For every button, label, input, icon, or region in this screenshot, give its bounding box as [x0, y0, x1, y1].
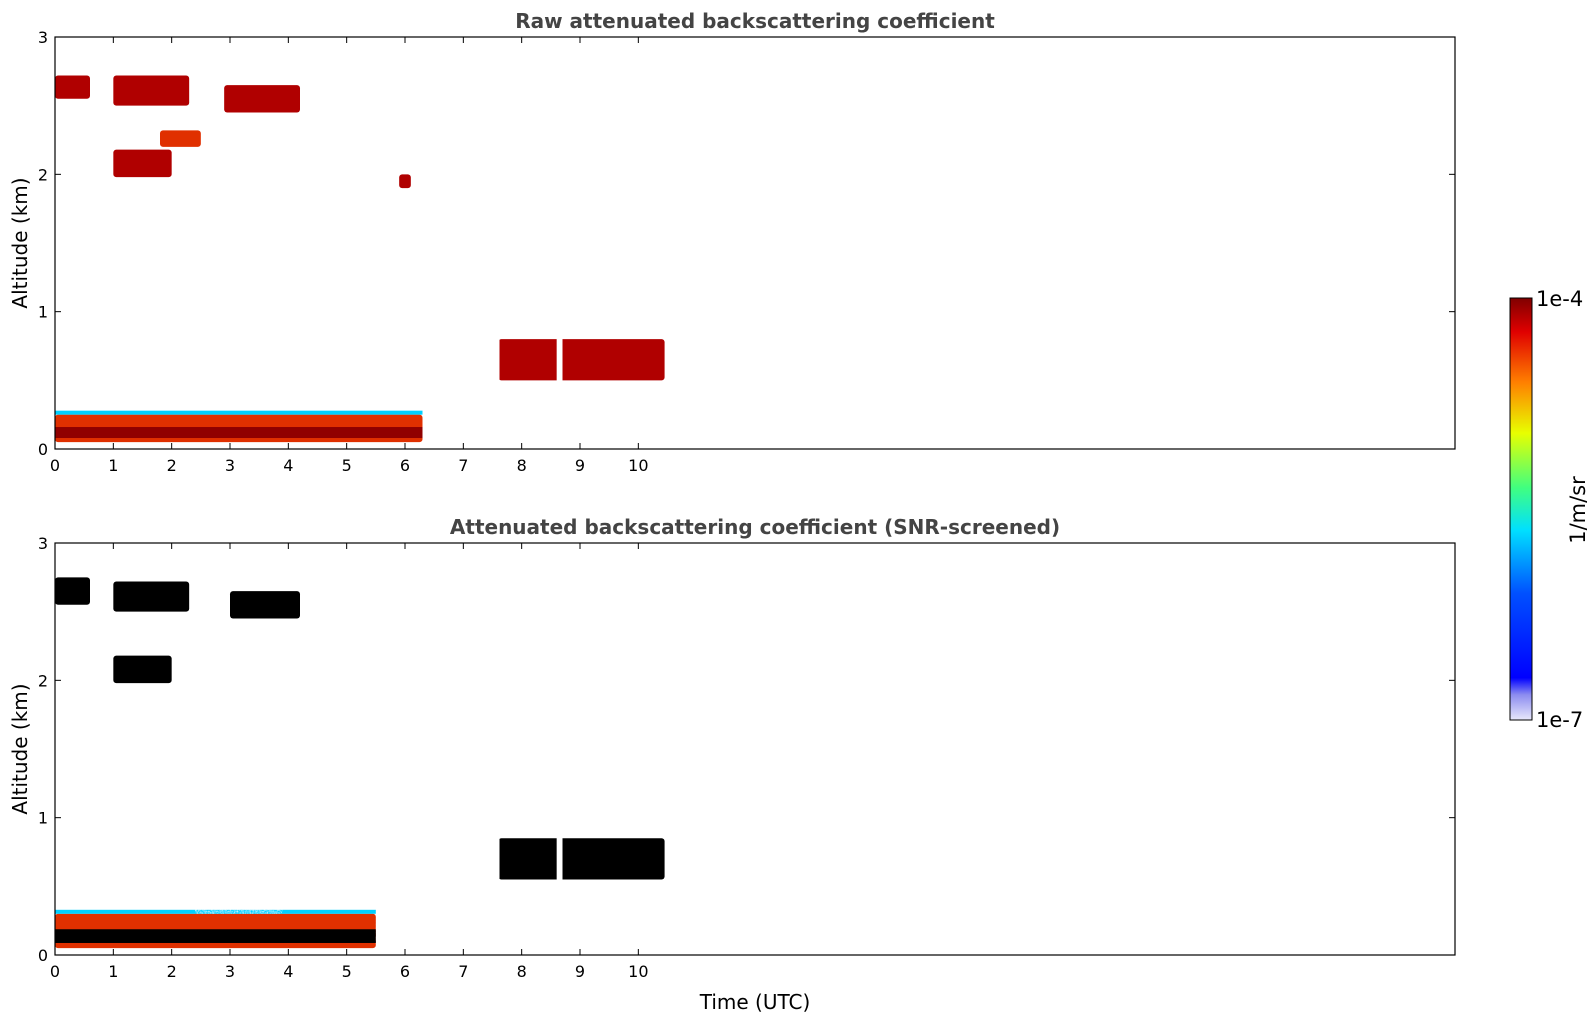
screened-feature-cloud — [113, 581, 190, 612]
raw-data-gap — [556, 37, 563, 449]
raw-bl-core — [55, 427, 423, 439]
screened-y-tick-label: 2 — [38, 671, 48, 690]
screened-x-axis: 0 1 2 3 4 5 6 7 8 9 10 — [50, 543, 649, 981]
screened-x-tick-label: 4 — [283, 962, 293, 981]
raw-y-axis: 0 1 2 3 — [38, 28, 1455, 459]
raw-data-gap — [466, 37, 473, 449]
screened-feature-cloud — [230, 591, 300, 619]
screened-x-tick-label: 8 — [517, 962, 527, 981]
raw-noise-mid — [55, 37, 365, 312]
raw-feature-cloud — [55, 75, 90, 99]
screened-y-axis: 0 1 2 3 — [38, 534, 1455, 965]
colorbar-min-label: 1e-7 — [1536, 708, 1583, 732]
raw-x-tick-label: 9 — [575, 456, 585, 475]
screened-feature-cirrus — [533, 639, 615, 777]
raw-feature-cloud — [399, 174, 411, 189]
raw-feature-cloud — [160, 130, 201, 147]
raw-x-tick-label: 3 — [225, 456, 235, 475]
screened-y-tick-label: 3 — [38, 534, 48, 553]
raw-x-tick-label: 0 — [50, 456, 60, 475]
raw-x-tick-label: 10 — [628, 456, 648, 475]
screened-x-tick-label: 7 — [458, 962, 468, 981]
raw-feature-cirrus — [515, 37, 665, 271]
raw-data-gap — [492, 37, 500, 449]
raw-x-tick-label: 5 — [342, 456, 352, 475]
raw-x-tick-label: 6 — [400, 456, 410, 475]
colorbar: 1e-4 1e-7 1/m/sr — [1509, 287, 1590, 732]
screened-feature-aerosol-plume — [212, 687, 230, 733]
raw-x-tick-label: 1 — [108, 456, 118, 475]
raw-x-tick-label: 7 — [458, 456, 468, 475]
screened-feature-aerosol-layer — [195, 858, 283, 914]
raw-feature-aerosol-plume — [206, 181, 236, 230]
raw-bl-top-edge — [55, 410, 423, 415]
screened-y-axis-label: Altitude (km) — [8, 683, 32, 814]
raw-y-tick-label: 0 — [38, 440, 48, 459]
raw-y-tick-label: 1 — [38, 303, 48, 322]
screened-x-tick-label: 9 — [575, 962, 585, 981]
raw-data-gap — [422, 37, 429, 449]
screened-data-gap — [466, 543, 473, 955]
colorbar-gradient — [1509, 297, 1533, 721]
screened-feature-aerosol-layer — [375, 900, 665, 949]
screened-feature-cloud — [113, 655, 172, 684]
raw-feature-cloud — [113, 149, 172, 178]
screened-x-tick-label: 5 — [342, 962, 352, 981]
screened-panel-title: Attenuated backscattering coefficient (S… — [450, 515, 1060, 539]
screened-x-tick-label: 6 — [400, 962, 410, 981]
screened-data-gap — [556, 543, 563, 955]
raw-feature-cloud — [113, 75, 190, 106]
screened-x-tick-label: 2 — [167, 962, 177, 981]
screened-data-gap — [492, 543, 500, 955]
raw-heatmap — [55, 37, 665, 449]
colorbar-unit-label: 1/m/sr — [1566, 476, 1590, 544]
colorbar-max-label: 1e-4 — [1536, 287, 1583, 311]
screened-x-tick-label: 3 — [225, 962, 235, 981]
raw-plot-frame — [54, 36, 1456, 450]
raw-y-axis-label: Altitude (km) — [8, 177, 32, 308]
raw-x-tick-label: 2 — [167, 456, 177, 475]
raw-feature-cloud — [224, 85, 300, 113]
raw-x-axis: 0 1 2 3 4 5 6 7 8 9 10 — [50, 37, 649, 475]
time-axis-label: Time (UTC) — [699, 990, 811, 1014]
raw-y-tick-label: 2 — [38, 165, 48, 184]
screened-x-tick-label: 1 — [108, 962, 118, 981]
raw-feature-cloud-layer — [498, 339, 665, 381]
screened-y-tick-label: 1 — [38, 809, 48, 828]
raw-x-tick-label: 4 — [283, 456, 293, 475]
screened-feature-cloud-layer — [498, 838, 665, 880]
screened-heatmap — [55, 543, 665, 955]
screened-plot-frame — [54, 542, 1456, 956]
screened-bl-core — [55, 929, 376, 943]
screened-backscatter-panel: Attenuated backscattering coefficient (S… — [8, 515, 1456, 1014]
screened-x-tick-label: 10 — [628, 962, 648, 981]
screened-x-tick-label: 0 — [50, 962, 60, 981]
raw-backscatter-panel: Raw attenuated backscattering coefficien… — [8, 9, 1456, 475]
raw-y-tick-label: 3 — [38, 28, 48, 47]
raw-panel-title: Raw attenuated backscattering coefficien… — [515, 9, 995, 33]
screened-feature-cloud — [55, 577, 90, 605]
screened-y-tick-label: 0 — [38, 946, 48, 965]
raw-x-tick-label: 8 — [517, 456, 527, 475]
screened-data-gap — [422, 543, 429, 955]
